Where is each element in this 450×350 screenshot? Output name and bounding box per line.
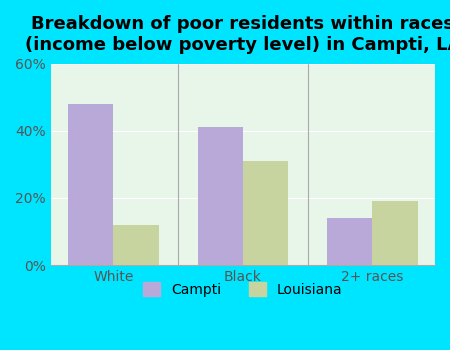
- Bar: [372, 201, 418, 265]
- Bar: [243, 161, 288, 265]
- Bar: [327, 218, 372, 265]
- Bar: [113, 225, 159, 265]
- Title: Breakdown of poor residents within races
(income below poverty level) in Campti,: Breakdown of poor residents within races…: [25, 15, 450, 54]
- Bar: [68, 104, 113, 265]
- Legend: Campti, Louisiana: Campti, Louisiana: [138, 276, 348, 302]
- Bar: [198, 127, 243, 265]
